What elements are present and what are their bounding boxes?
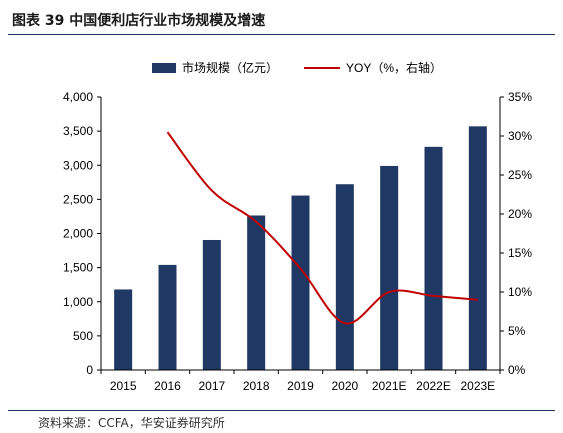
left-tick-label: 1,000 [63,295,93,309]
title-divider [8,34,555,35]
bar-2018 [247,215,266,370]
legend-bar-label: 市场规模（亿元） [182,60,278,75]
figure-title: 图表 39 中国便利店行业市场规模及增速 [12,13,266,29]
x-tick-label: 2022E [416,379,451,393]
source-divider [8,410,555,411]
left-tick-label: 4,000 [63,90,93,104]
left-tick-label: 2,000 [63,227,93,241]
right-tick-label: 30% [508,129,532,143]
bar-2023E [468,126,487,370]
bar-2022E [424,146,443,370]
x-tick-label: 2018 [243,379,270,393]
x-tick-label: 2015 [110,379,137,393]
left-tick-label: 3,000 [63,158,93,172]
legend-bar-swatch [152,63,176,73]
bar-2020 [335,184,354,370]
x-tick-label: 2017 [198,379,225,393]
bar-2019 [291,195,310,370]
right-tick-label: 20% [508,207,532,221]
right-tick-label: 35% [508,90,532,104]
bar-2016 [158,264,177,370]
x-tick-label: 2020 [331,379,358,393]
bar-2015 [114,289,133,370]
legend-line-label: YOY（%，右轴） [346,60,442,75]
left-tick-label: 2,500 [63,192,93,206]
right-tick-label: 15% [508,246,532,260]
left-tick-label: 0 [86,363,93,377]
x-tick-label: 2016 [154,379,181,393]
x-tick-label: 2023E [460,379,495,393]
right-tick-label: 0% [508,363,526,377]
bar-2021E [380,165,399,370]
right-tick-label: 25% [508,168,532,182]
yoy-line [166,131,478,325]
left-tick-label: 1,500 [63,261,93,275]
left-tick-label: 500 [73,329,93,343]
market-size-chart: 0 500 1,000 1,500 2,000 2,500 3,000 3,500 4,000 0… [63,60,532,393]
bar-2017 [202,239,221,370]
left-tick-label: 3,500 [63,124,93,138]
figure-header: 图表 39 中国便利店行业市场规模及增速 [8,6,555,35]
figure-source: 资料来源：CCFA，华安证券研究所 [38,416,225,430]
x-tick-label: 2019 [287,379,314,393]
right-tick-label: 5% [508,324,526,338]
x-tick-label: 2021E [372,379,407,393]
right-tick-label: 10% [508,285,532,299]
